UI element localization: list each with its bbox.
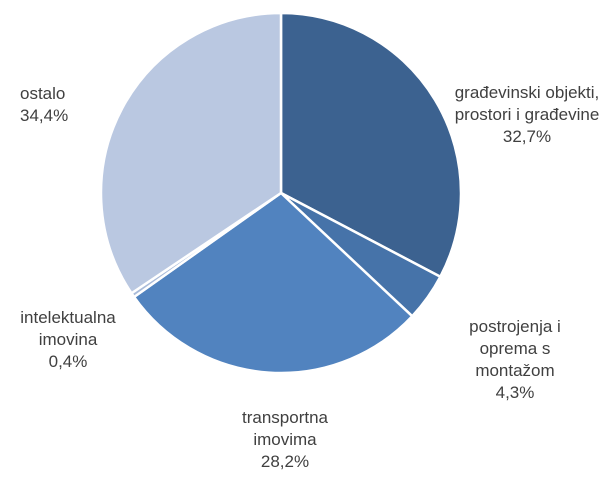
category-label: transportna imovima	[242, 408, 328, 449]
value-label: 28,2%	[260, 452, 310, 471]
value-label: 0,4%	[48, 352, 88, 371]
category-label: intelektualna imovina	[20, 308, 116, 349]
slice-label: transportna imovima 28,2%	[230, 407, 340, 473]
pie-slice	[99, 11, 283, 295]
pie-slice	[132, 191, 414, 375]
slice-label: građevinski objekti, prostori i građevin…	[452, 82, 602, 148]
category-label: građevinski objekti, prostori i građevin…	[454, 83, 600, 124]
slice-label: ostalo 34,4%	[20, 83, 100, 127]
value-label: 4,3%	[495, 383, 535, 402]
category-label: postrojenja i oprema s montažom	[469, 317, 561, 380]
slice-label: intelektualna imovina 0,4%	[8, 307, 128, 373]
value-label: 32,7%	[502, 127, 552, 146]
value-label: 34,4%	[20, 106, 69, 125]
pie-slice	[279, 11, 463, 278]
category-label: ostalo	[20, 84, 66, 103]
slice-label: postrojenja i oprema s montažom 4,3%	[456, 316, 574, 404]
